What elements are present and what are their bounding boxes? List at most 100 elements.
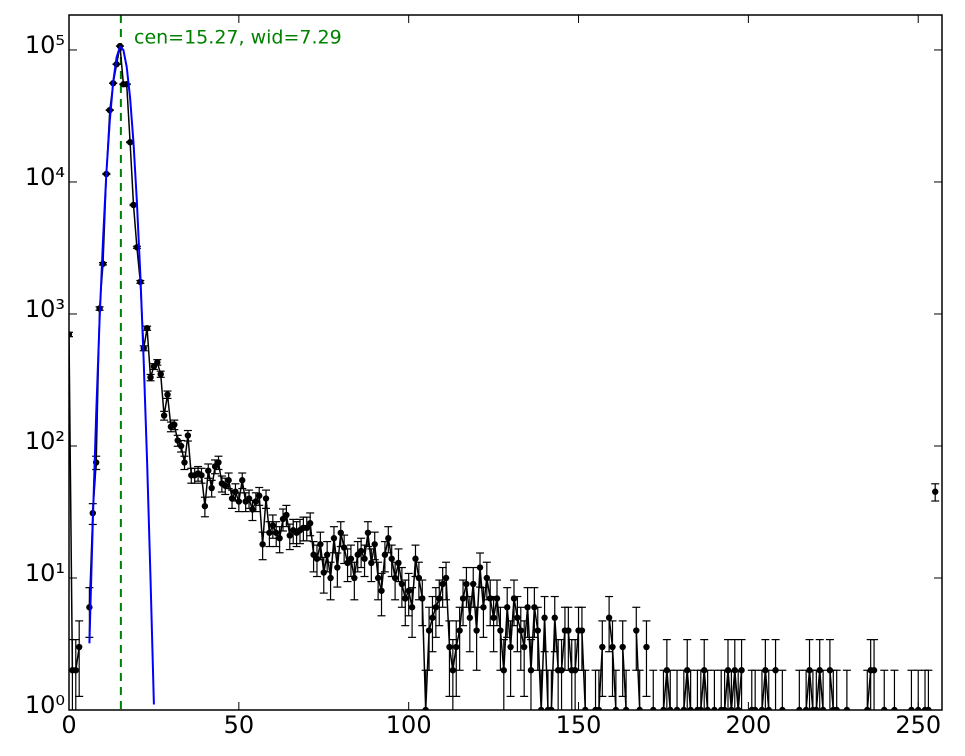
data-line xyxy=(88,45,587,710)
data-point xyxy=(320,569,327,576)
data-point xyxy=(514,614,521,621)
data-point xyxy=(932,488,939,495)
data-point xyxy=(595,706,603,710)
y-tick-label: 10⁴ xyxy=(25,163,65,191)
data-point xyxy=(819,706,827,710)
y-tick-label: 10¹ xyxy=(25,559,65,587)
data-point xyxy=(758,706,766,710)
y-tick-label: 10⁵ xyxy=(25,31,65,59)
data-point xyxy=(351,574,358,582)
data-point xyxy=(154,359,161,366)
data-point xyxy=(164,391,171,398)
data-point xyxy=(232,488,239,495)
data-point xyxy=(578,627,586,634)
data-point xyxy=(72,667,79,674)
data-point xyxy=(340,544,348,551)
data-point xyxy=(357,547,365,555)
data-point xyxy=(813,706,820,710)
data-line xyxy=(595,646,604,710)
data-point xyxy=(378,587,385,594)
data-point xyxy=(524,604,531,611)
data-point xyxy=(633,627,640,634)
data-point xyxy=(551,614,558,621)
data-point xyxy=(215,459,222,466)
data-point xyxy=(181,459,188,466)
data-point xyxy=(612,706,620,710)
data-point xyxy=(636,706,643,710)
data-point xyxy=(239,477,246,484)
x-tick-label: 250 xyxy=(895,711,941,739)
data-point xyxy=(582,706,589,710)
data-point xyxy=(697,706,705,710)
data-point xyxy=(201,502,209,510)
data-point xyxy=(870,667,878,674)
x-tick-label: 150 xyxy=(556,711,602,739)
data-point xyxy=(527,667,535,674)
data-point xyxy=(442,574,450,582)
data-point xyxy=(908,706,915,710)
data-point xyxy=(517,627,524,634)
data-point xyxy=(75,643,83,651)
data-point xyxy=(721,706,728,710)
data-point xyxy=(391,574,399,582)
data-point xyxy=(534,627,541,634)
data-point xyxy=(313,555,321,562)
data-point xyxy=(728,706,735,710)
data-point xyxy=(130,201,137,209)
axes-frame xyxy=(68,14,943,711)
x-tick-label: 0 xyxy=(61,711,76,739)
data-point xyxy=(184,432,192,439)
x-tick-label: 100 xyxy=(386,711,432,739)
data-point xyxy=(222,482,229,489)
data-point xyxy=(286,532,293,539)
data-point xyxy=(371,541,378,548)
data-point xyxy=(507,643,514,651)
data-point xyxy=(273,529,280,536)
data-point xyxy=(493,595,501,602)
data-point xyxy=(599,643,606,651)
data-point xyxy=(541,614,548,621)
data-point xyxy=(337,529,344,536)
data-point xyxy=(459,595,467,602)
data-point xyxy=(470,580,477,588)
data-point xyxy=(330,535,338,542)
data-point xyxy=(765,706,772,710)
data-point xyxy=(925,706,932,710)
data-point xyxy=(334,564,341,571)
data-point xyxy=(704,706,711,710)
data-point xyxy=(503,604,511,611)
y-tick-label: 10³ xyxy=(25,295,65,323)
data-point xyxy=(711,706,718,710)
data-point xyxy=(673,706,681,710)
data-point xyxy=(276,535,283,542)
data-point xyxy=(473,627,480,634)
data-point xyxy=(126,139,134,146)
data-point xyxy=(500,667,508,674)
data-point xyxy=(643,643,650,651)
data-point xyxy=(408,604,416,611)
data-line xyxy=(697,670,709,710)
data-point xyxy=(480,604,487,611)
data-point xyxy=(405,587,412,594)
data-point xyxy=(303,524,310,532)
data-point xyxy=(388,555,395,562)
data-point xyxy=(323,551,331,558)
data-line xyxy=(829,670,837,710)
data-point xyxy=(796,706,803,710)
data-point xyxy=(306,520,314,527)
data-point xyxy=(398,580,406,588)
data-point xyxy=(317,541,324,548)
data-point xyxy=(283,511,290,519)
data-point xyxy=(476,564,484,571)
data-point xyxy=(843,706,851,710)
data-point xyxy=(537,706,545,710)
data-point xyxy=(833,706,840,710)
data-point xyxy=(565,627,572,634)
data-point xyxy=(439,580,446,588)
data-point xyxy=(256,492,263,499)
data-point xyxy=(259,541,266,548)
data-point xyxy=(864,706,871,710)
data-point xyxy=(368,559,375,567)
data-point xyxy=(171,421,178,428)
